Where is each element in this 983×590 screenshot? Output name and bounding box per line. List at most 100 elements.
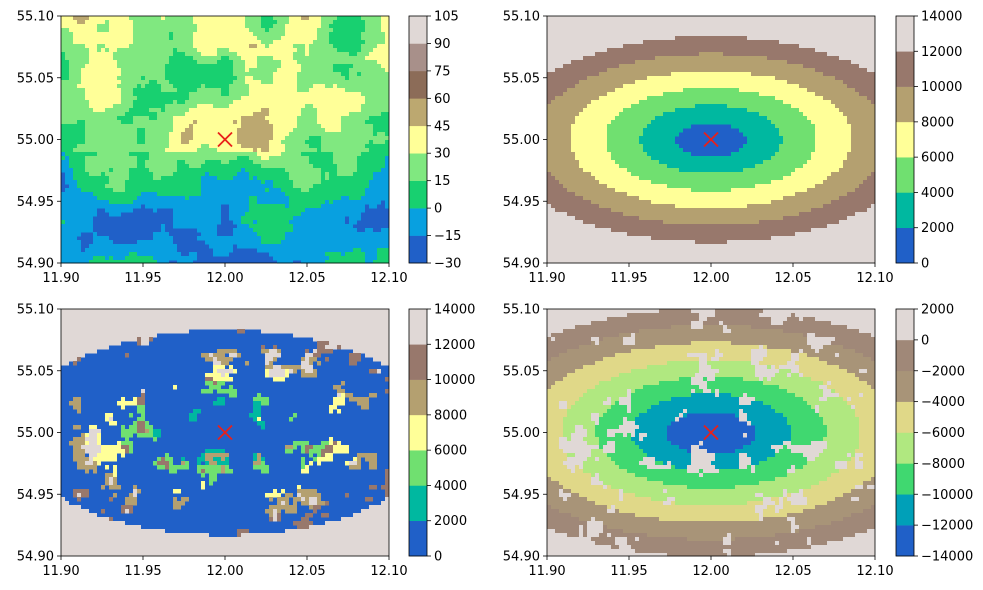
colorbar-band: [409, 309, 427, 345]
colorbar: −30 −15 0 15 30 45 60 75 90 105: [408, 10, 461, 272]
colorbar-tick-label: 30: [434, 147, 451, 162]
x-tick-label: 12.05: [288, 564, 325, 579]
colorbar: 0 2000 4000 6000 8000 10000 12000 14000: [408, 303, 475, 565]
colorbar-tick-label: 0: [434, 202, 442, 217]
y-tick-label: 54.95: [503, 195, 540, 210]
colorbar-tick-label: −12000: [921, 519, 973, 534]
colorbar-band: [896, 121, 914, 158]
colorbar-band: [409, 208, 427, 236]
y-tick-label: 55.10: [17, 303, 54, 318]
colorbar-band: [409, 43, 427, 72]
x-tick-label: 11.90: [42, 564, 79, 579]
x-tick-label: 12.05: [774, 564, 811, 579]
colorbar-tick-label: −2000: [921, 364, 965, 379]
x-tick-label: 11.95: [124, 271, 161, 286]
colorbar-band: [409, 70, 427, 99]
colorbar-tick-label: 14000: [434, 303, 475, 318]
center-marker: [703, 424, 719, 441]
colorbar-tick-label: 90: [434, 37, 451, 52]
x-tick-label: 11.95: [610, 564, 647, 579]
colorbar-tick-label: 0: [434, 550, 442, 565]
colorbar-tick-label: 12000: [434, 338, 475, 353]
colorbar-tick-label: 45: [434, 119, 451, 134]
y-tick-label: 55.05: [17, 364, 54, 379]
colorbar-tick-label: 8000: [921, 115, 954, 130]
colorbar-tick-label: 0: [921, 333, 929, 348]
colorbar-band: [409, 414, 427, 451]
colorbar-band: [409, 125, 427, 154]
contour-field: [61, 16, 389, 264]
colorbar-frame: [408, 15, 428, 264]
x-tick-label: 12.00: [692, 271, 729, 286]
colorbar-tick-label: 15: [434, 174, 451, 189]
colorbar-band: [896, 157, 914, 193]
colorbar-frame: [895, 15, 915, 264]
y-tick-label: 55.05: [503, 364, 540, 379]
x-tick-label: 11.95: [124, 564, 161, 579]
colorbar-tick-label: −10000: [921, 488, 973, 503]
y-tick-label: 55.00: [17, 133, 54, 148]
y-tick-label: 55.05: [503, 71, 540, 86]
x-tick-label: 12.10: [370, 271, 407, 286]
y-tick-label: 54.95: [17, 488, 54, 503]
colorbar-band: [896, 16, 914, 52]
colorbar-tick-label: −14000: [921, 550, 973, 565]
colorbar-tick-label: 6000: [434, 444, 467, 459]
colorbar-band: [409, 344, 427, 380]
x-tick-label: 11.90: [528, 271, 565, 286]
axes: 11.90 11.95 12.00 12.05 12.10 54.90 54.95 55.00…: [503, 303, 894, 580]
x-tick-label: 12.00: [692, 564, 729, 579]
colorbar-band: [896, 401, 914, 433]
axes: 11.90 11.95 12.00 12.05 12.10 54.90 54.95 55.00…: [17, 10, 408, 287]
panel-top-left: −30 −15 0 15 30 45 60 75 90 105 11.90 11.95 12.00 12…: [17, 10, 462, 287]
x-tick-label: 12.10: [370, 564, 407, 579]
colorbar: −14000 −12000 −10000 −8000 −6000 −4000 −2000 0 2…: [895, 303, 973, 565]
colorbar-tick-label: 75: [434, 64, 451, 79]
colorbar-band: [409, 520, 427, 557]
center-marker: [217, 131, 233, 148]
y-tick-label: 54.90: [17, 257, 54, 272]
colorbar-band: [409, 16, 427, 44]
x-tick-label: 12.00: [206, 271, 243, 286]
colorbar-band: [896, 227, 914, 264]
y-tick-label: 55.10: [503, 303, 540, 318]
colorbar-band: [409, 153, 427, 181]
x-tick-label: 12.05: [774, 271, 811, 286]
x-tick-label: 11.90: [42, 271, 79, 286]
colorbar: 0 2000 4000 6000 8000 10000 12000 14000: [895, 10, 962, 272]
colorbar-tick-label: 60: [434, 92, 451, 107]
y-tick-label: 55.00: [503, 133, 540, 148]
colorbar-tick-label: 2000: [921, 221, 954, 236]
x-tick-label: 12.10: [856, 271, 893, 286]
x-tick-label: 11.90: [528, 564, 565, 579]
y-tick-label: 54.95: [17, 195, 54, 210]
colorbar-band: [896, 51, 914, 87]
y-tick-label: 55.10: [503, 10, 540, 25]
y-tick-label: 55.10: [17, 10, 54, 25]
colorbar-band: [409, 450, 427, 486]
colorbar-band: [409, 98, 427, 127]
colorbar-band: [896, 370, 914, 402]
colorbar-tick-label: 10000: [921, 80, 962, 95]
colorbar-tick-label: 105: [434, 10, 459, 25]
y-tick-label: 55.00: [17, 426, 54, 441]
colorbar-band: [896, 525, 914, 557]
colorbar-tick-label: 4000: [434, 479, 467, 494]
y-tick-label: 54.90: [17, 550, 54, 565]
y-tick-label: 54.90: [503, 257, 540, 272]
colorbar-tick-label: 10000: [434, 373, 475, 388]
colorbar-band: [896, 309, 914, 341]
axes: 11.90 11.95 12.00 12.05 12.10 54.90 54.95 55.00…: [17, 303, 408, 580]
colorbar-band: [896, 192, 914, 229]
colorbar-band: [409, 180, 427, 209]
y-tick-label: 54.90: [503, 550, 540, 565]
colorbar-tick-label: 14000: [921, 10, 962, 25]
colorbar-band: [896, 494, 914, 526]
colorbar-frame: [408, 308, 428, 557]
x-tick-label: 12.05: [288, 271, 325, 286]
center-marker: [703, 131, 719, 148]
y-tick-label: 55.00: [503, 426, 540, 441]
